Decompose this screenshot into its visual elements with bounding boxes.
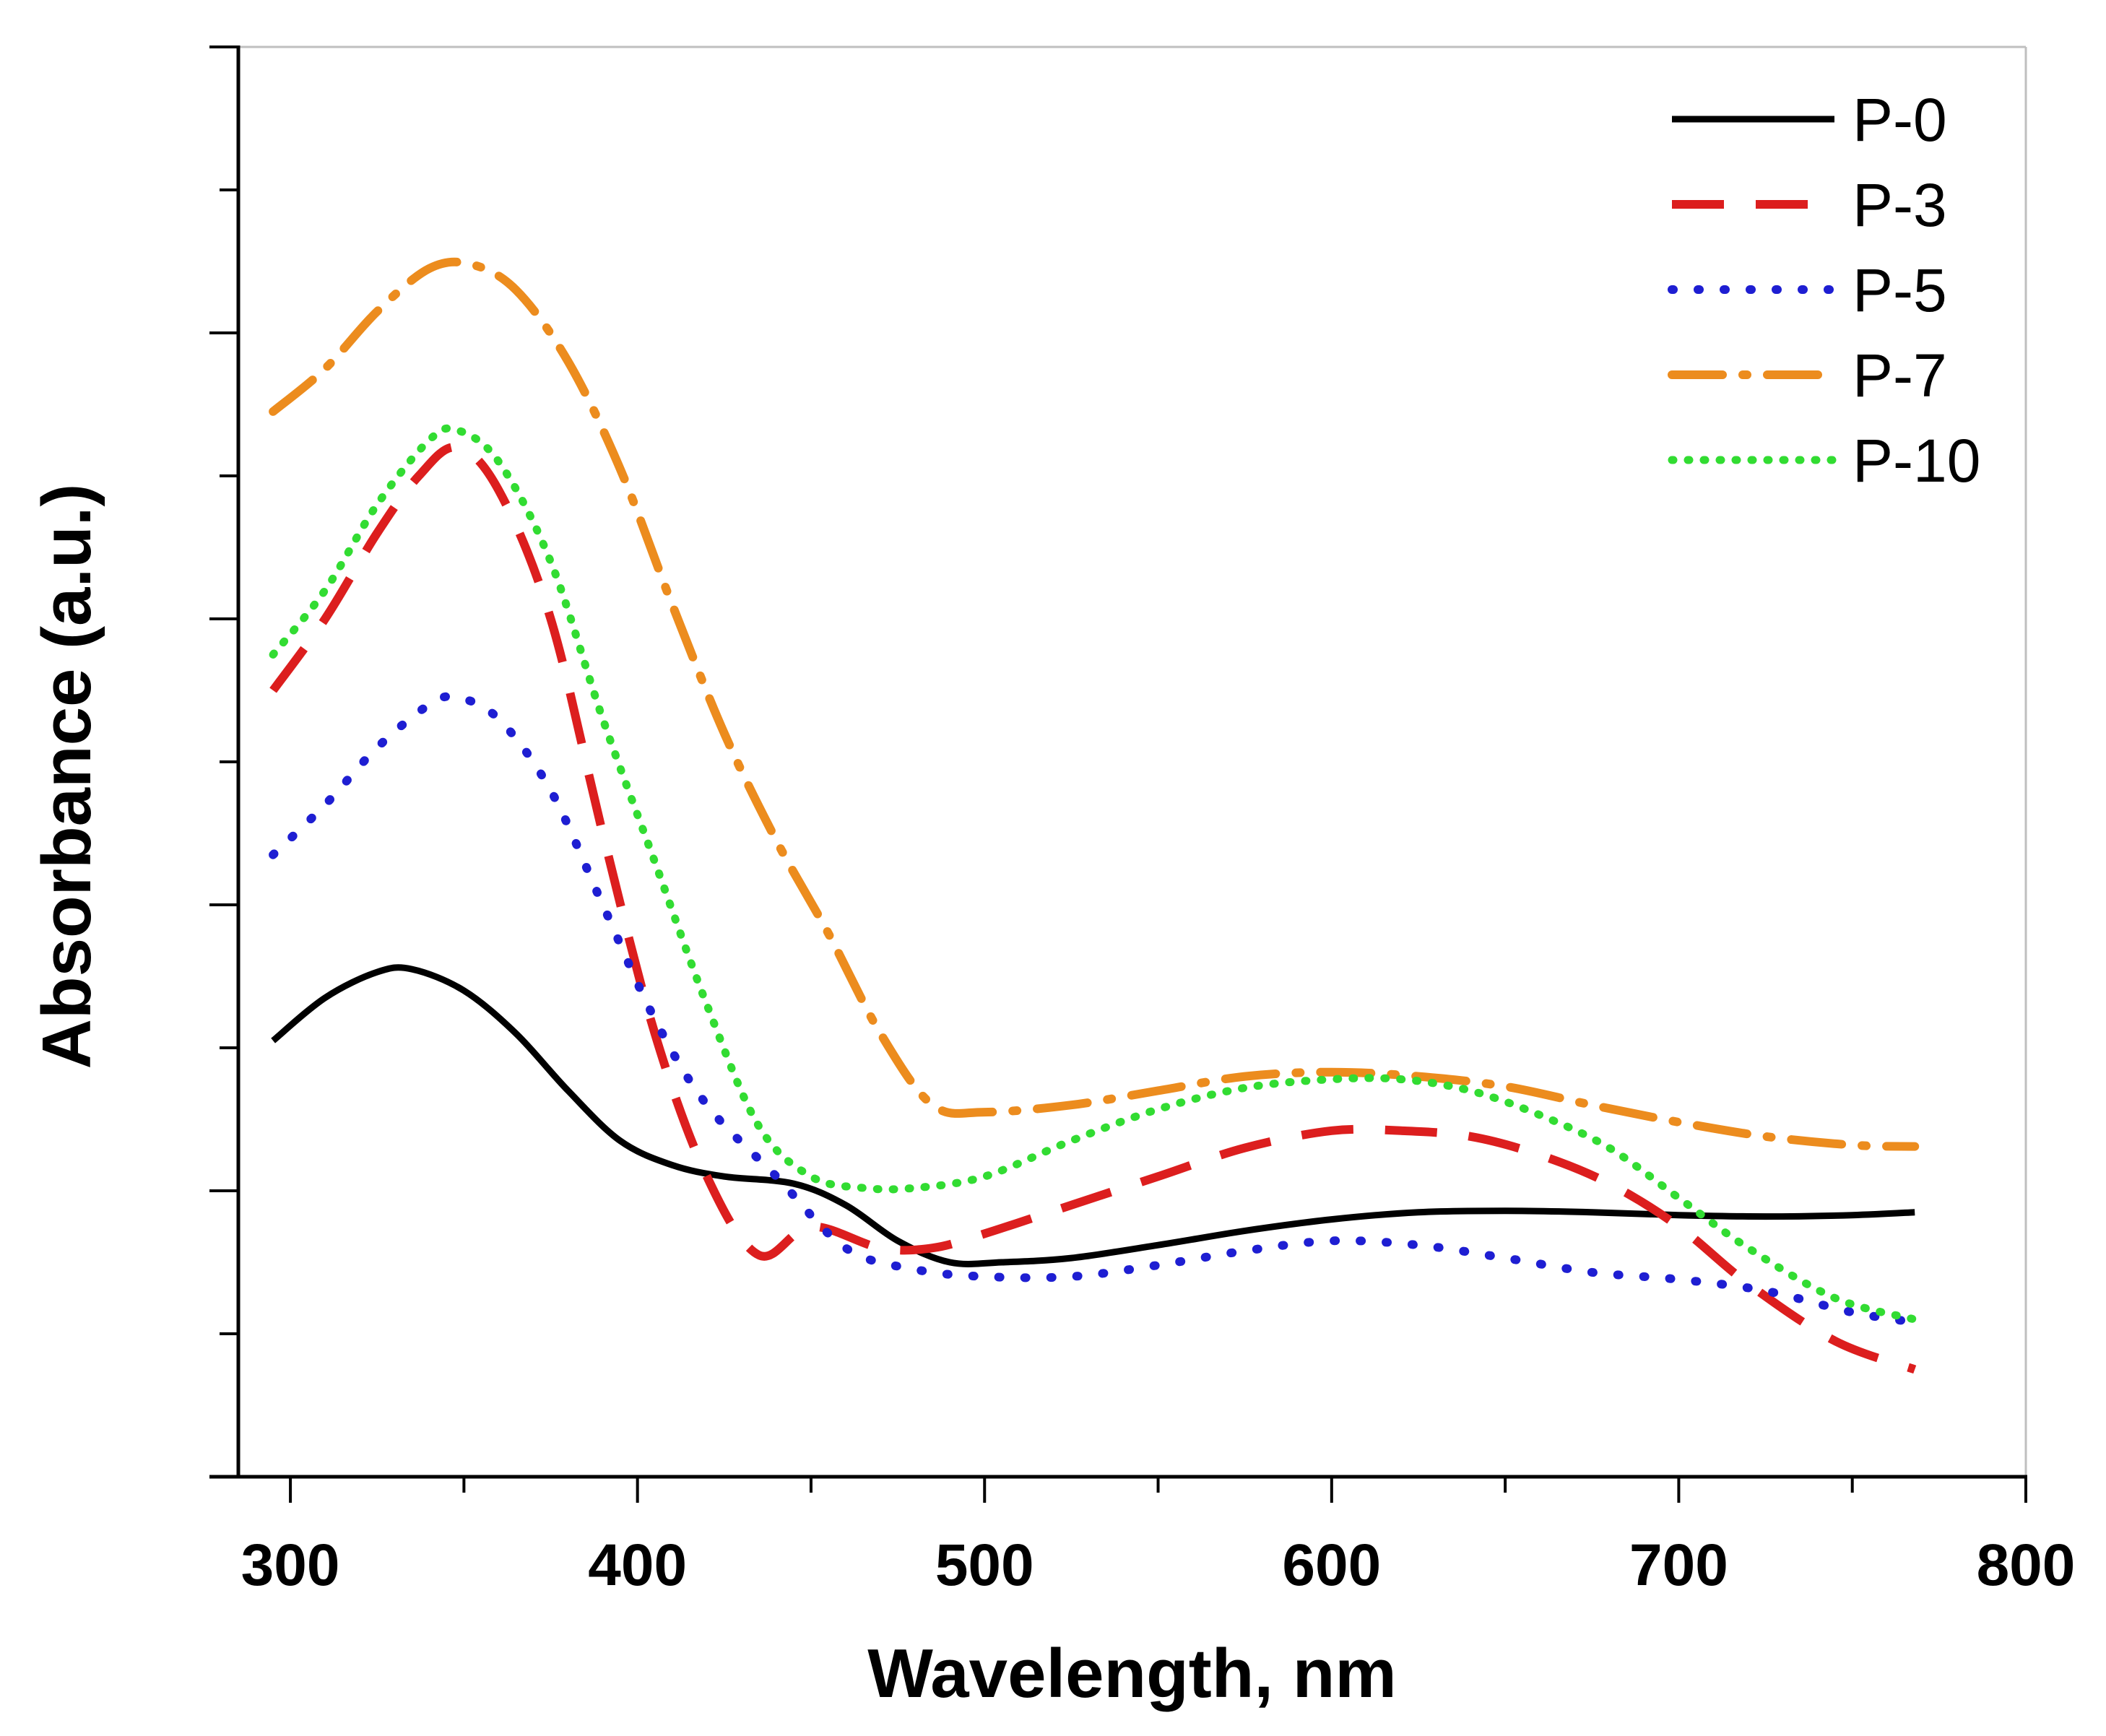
x-tick-label: 300 — [241, 1532, 340, 1598]
series-lines — [269, 257, 1920, 1374]
series-line-p-0 — [271, 964, 1915, 1267]
legend-label-p-3: P-3 — [1852, 171, 1947, 239]
x-tick-label: 800 — [1977, 1532, 2076, 1598]
x-axis-ticks: 300 400 500 600 700 800 — [241, 1477, 2076, 1598]
series-line-p-3 — [269, 443, 1917, 1374]
x-axis-label: Wavelength, nm — [867, 1635, 1397, 1712]
series-line-p-7 — [269, 257, 1920, 1151]
legend-label-p-7: P-7 — [1852, 342, 1947, 409]
x-tick-label: 600 — [1282, 1532, 1381, 1598]
x-tick-label: 500 — [935, 1532, 1034, 1598]
legend-label-p-5: P-5 — [1852, 256, 1947, 324]
plot-frame — [209, 45, 2027, 1479]
legend-label-p-10: P-10 — [1852, 427, 1980, 495]
legend-label-p-0: P-0 — [1852, 86, 1947, 154]
series-line-p-5 — [269, 692, 1920, 1327]
y-axis-ticks — [209, 45, 238, 1478]
series-line-p-10 — [269, 424, 1919, 1324]
y-axis-label: Absorbance (a.u.) — [28, 484, 105, 1069]
legend: P-0 P-3 P-5 P-7 P-10 — [1668, 86, 1980, 495]
x-tick-label: 700 — [1629, 1532, 1728, 1598]
x-tick-label: 400 — [588, 1532, 687, 1598]
